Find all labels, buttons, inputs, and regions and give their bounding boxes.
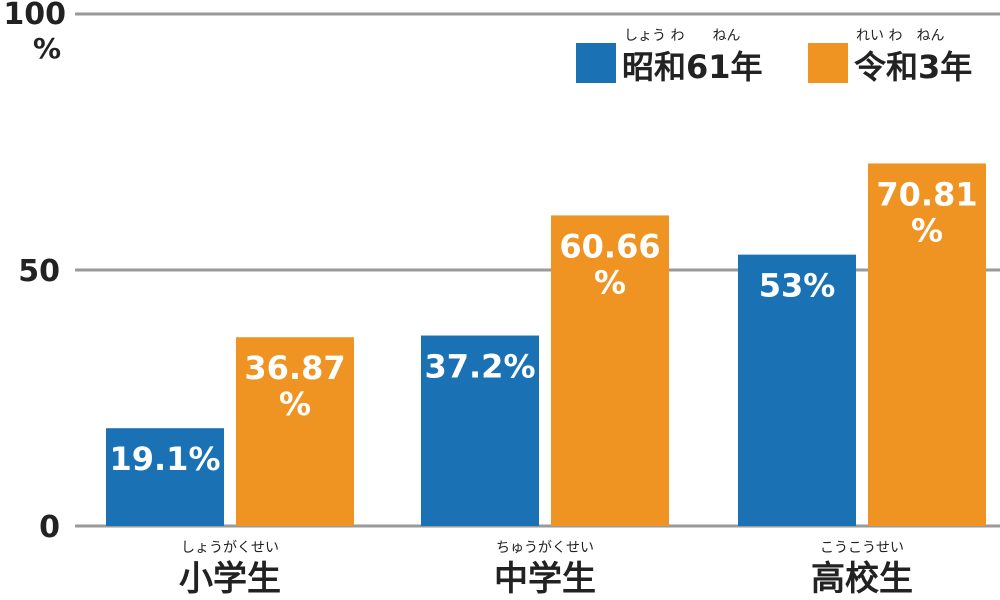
data-label: % bbox=[594, 263, 626, 301]
bar-reiwa3 bbox=[551, 215, 669, 526]
data-label: % bbox=[279, 385, 311, 423]
data-label: 36.87 bbox=[244, 349, 345, 387]
data-label: 19.1% bbox=[109, 440, 220, 478]
data-label: % bbox=[911, 211, 943, 249]
legend-swatch bbox=[576, 43, 616, 83]
y-axis: 0 50 100% bbox=[3, 0, 66, 545]
bar-showa61 bbox=[738, 254, 856, 526]
legend-ruby: れい わ ねん bbox=[856, 28, 944, 44]
category-label: 中学生 bbox=[494, 559, 596, 599]
category-ruby: ちゅうがくせい bbox=[496, 540, 594, 556]
bar-showa61 bbox=[106, 428, 224, 526]
legend-label: 令和3年 bbox=[854, 48, 972, 86]
data-label: 70.81 bbox=[876, 175, 977, 213]
y-unit-label: % bbox=[33, 32, 61, 65]
bar-reiwa3 bbox=[868, 163, 986, 526]
category-ruby: しょうがくせい bbox=[181, 540, 279, 556]
data-label: 37.2% bbox=[424, 348, 535, 386]
legend-label: 昭和61年 bbox=[622, 48, 763, 86]
y-tick-label: 0 bbox=[39, 510, 60, 545]
bar-showa61 bbox=[421, 335, 539, 526]
bar-reiwa3 bbox=[236, 337, 354, 526]
bars: 19.1% 36.87% 37.2% 60.66% 53% 70.81% bbox=[106, 163, 986, 526]
legend-ruby: しょう わ ねん bbox=[624, 28, 740, 44]
data-label: 53% bbox=[759, 267, 836, 305]
category-ruby: こうこうせい bbox=[820, 540, 904, 556]
y-tick-label: 100 bbox=[3, 0, 66, 32]
data-label: 60.66 bbox=[559, 227, 660, 265]
category-label: 高校生 bbox=[811, 559, 913, 599]
legend-swatch bbox=[808, 43, 848, 83]
category-label: 小学生 bbox=[179, 559, 281, 599]
y-tick-label: 50 bbox=[18, 254, 60, 289]
